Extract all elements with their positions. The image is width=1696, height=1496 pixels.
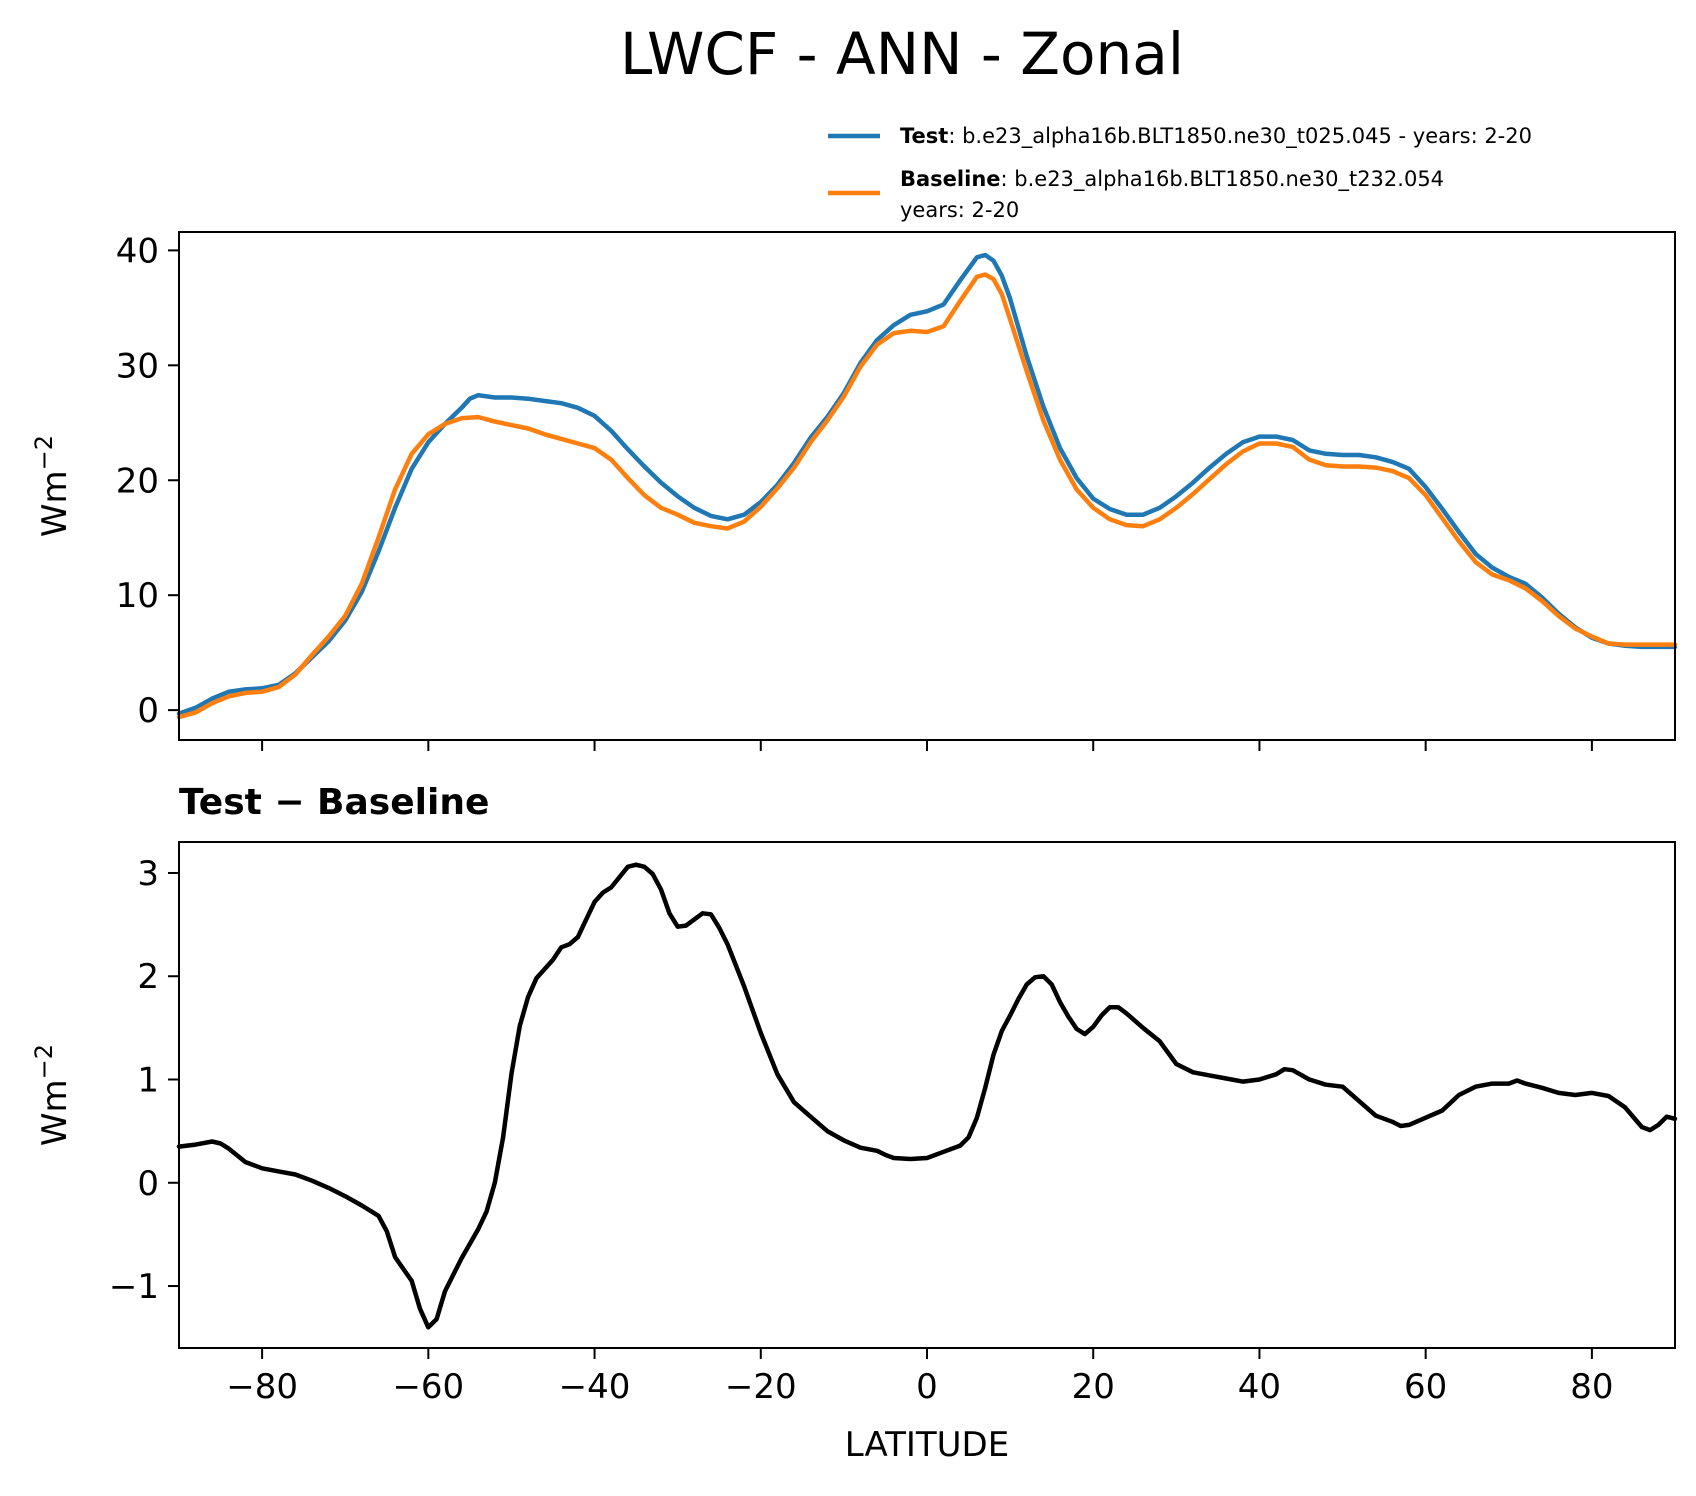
top-series-line-test xyxy=(176,252,1678,716)
x-axis-label: LATITUDE xyxy=(845,1425,1009,1465)
subplot-title: Test − Baseline xyxy=(179,782,489,823)
bottom-x-tick-label: 20 xyxy=(1072,1367,1115,1407)
bottom-x-tick-label: 40 xyxy=(1238,1367,1281,1407)
bottom-y-tick-label: 3 xyxy=(137,854,159,894)
bottom-x-tick-label: −20 xyxy=(725,1367,797,1407)
bottom-y-tick-label: 1 xyxy=(137,1061,159,1101)
legend-baseline-label: Baseline: b.e23_alpha16b.BLT1850.ne30_t2… xyxy=(900,167,1444,192)
top-y-tick-label: 40 xyxy=(116,231,159,271)
legend-baseline-years: years: 2-20 xyxy=(900,198,1019,222)
bottom-y-axis: −1 0 1 2 3 xyxy=(109,854,179,1307)
top-series-line-baseline xyxy=(176,272,1678,720)
legend: Test: b.e23_alpha16b.BLT1850.ne30_t025.0… xyxy=(828,124,1532,222)
figure-title: LWCF - ANN - Zonal xyxy=(620,20,1184,88)
top-y-tick-label: 10 xyxy=(116,576,159,616)
top-y-tick-label: 30 xyxy=(116,346,159,386)
bottom-plot-panel: Test − Baseline −1 0 1 2 3 −80 −60 −40 −20 0 20 40… xyxy=(30,782,1678,1465)
top-series-group xyxy=(176,252,1678,720)
bottom-x-axis: −80 −60 −40 −20 0 20 40 60 80 xyxy=(226,1348,1614,1407)
bottom-y-tick-label: 0 xyxy=(137,1164,159,1204)
top-y-tick-label: 0 xyxy=(137,691,159,731)
top-y-axis-label: Wm−2 xyxy=(30,435,75,537)
bottom-y-tick-label: 2 xyxy=(137,957,159,997)
bottom-x-tick-label: 60 xyxy=(1404,1367,1447,1407)
top-plot-panel: 0 10 20 30 40 Wm−2 xyxy=(30,231,1678,751)
bottom-y-tick-label: −1 xyxy=(109,1267,159,1307)
bottom-x-tick-label: 0 xyxy=(916,1367,938,1407)
top-x-axis xyxy=(261,740,1593,751)
top-y-axis: 0 10 20 30 40 xyxy=(116,231,179,731)
legend-test-label: Test: b.e23_alpha16b.BLT1850.ne30_t025.0… xyxy=(900,124,1532,149)
bottom-x-tick-label: 80 xyxy=(1570,1367,1613,1407)
bottom-x-tick-label: −80 xyxy=(226,1367,298,1407)
bottom-x-tick-label: −40 xyxy=(559,1367,631,1407)
bottom-x-tick-label: −60 xyxy=(392,1367,464,1407)
bottom-y-axis-label: Wm−2 xyxy=(30,1044,75,1146)
top-y-tick-label: 20 xyxy=(116,461,159,501)
bottom-series-group xyxy=(176,862,1678,1330)
bottom-series-line-difference xyxy=(176,862,1678,1330)
